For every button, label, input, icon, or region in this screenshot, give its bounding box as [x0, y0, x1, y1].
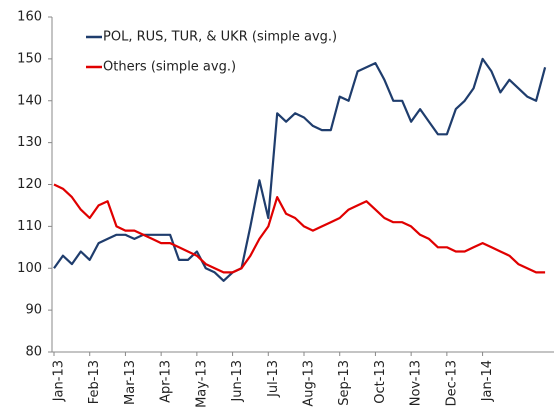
- x-tick-label: Jan-14: [480, 360, 495, 402]
- y-tick-label: 100: [17, 261, 42, 276]
- y-tick-label: 80: [25, 345, 42, 360]
- series-line: [53, 57, 547, 282]
- y-tick-label: 140: [17, 93, 42, 108]
- x-tick-label: Jul-13: [266, 360, 281, 398]
- y-tick-label: 150: [17, 51, 42, 66]
- y-tick-label: 110: [17, 219, 42, 234]
- x-tick-label: Feb-13: [87, 360, 102, 404]
- x-tick-label: Apr-13: [159, 360, 174, 403]
- x-tick-label: Jan-13: [52, 360, 67, 402]
- x-tick-label: Aug-13: [302, 360, 317, 407]
- y-tick-label: 160: [17, 10, 42, 25]
- x-tick-label: Nov-13: [409, 360, 424, 406]
- legend-label: POL, RUS, TUR, & UKR (simple avg.): [103, 30, 337, 45]
- y-tick-label: 90: [25, 303, 42, 318]
- y-tick-label: 120: [17, 177, 42, 192]
- x-tick-label: Sep-13: [337, 360, 352, 406]
- y-tick-label: 130: [17, 135, 42, 150]
- x-tick-label: Jun-13: [230, 360, 245, 403]
- x-tick-label: Dec-13: [444, 360, 459, 406]
- series-line: [53, 183, 546, 274]
- x-tick-label: May-13: [194, 360, 209, 408]
- x-tick-label: Mar-13: [123, 360, 138, 405]
- x-tick-label: Oct-13: [373, 360, 388, 404]
- legend-label: Others (simple avg.): [103, 60, 236, 75]
